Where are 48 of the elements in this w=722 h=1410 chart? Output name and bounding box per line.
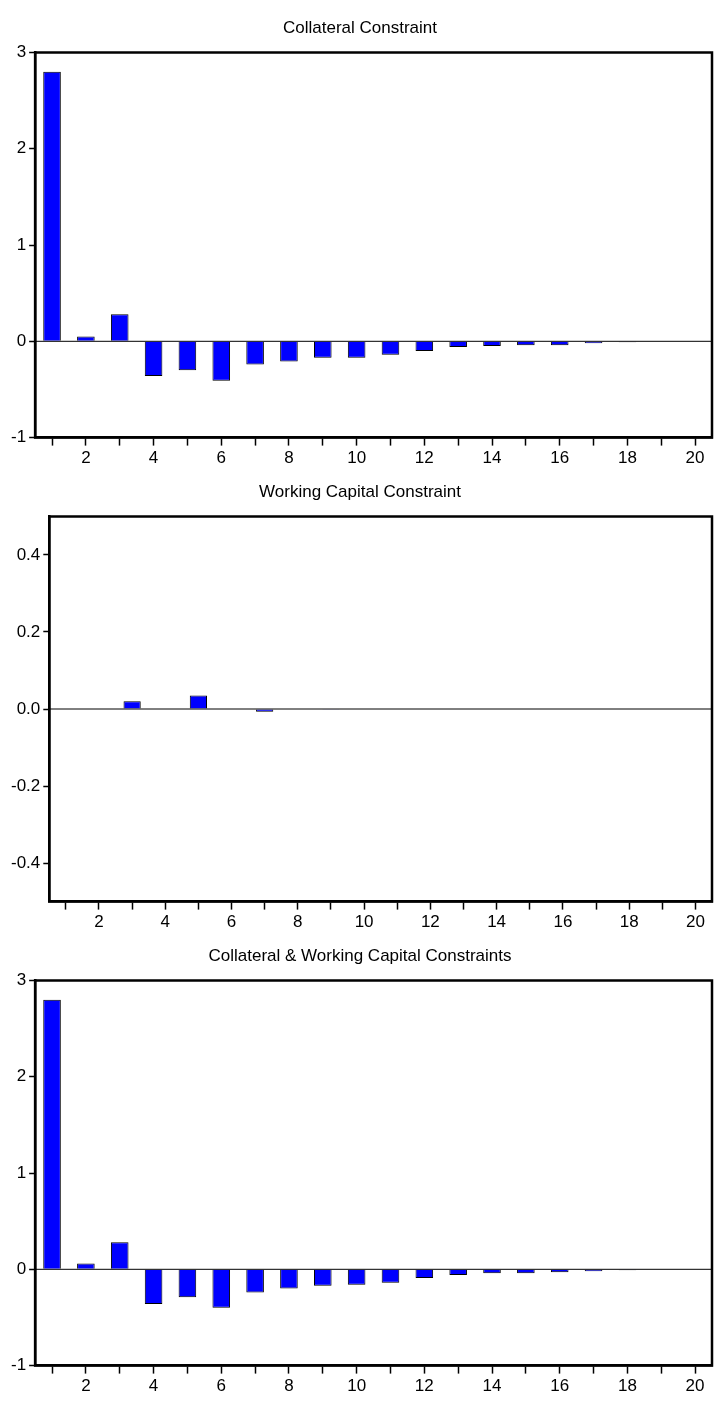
y-tick-label: -0.4 (11, 852, 41, 872)
x-tick-label: 4 (148, 448, 159, 468)
x-tick-label: 4 (160, 912, 170, 932)
x-tick-label: 20 (685, 448, 705, 468)
x-tick-label: 6 (216, 1376, 226, 1396)
y-tick-label: 0.0 (16, 698, 41, 718)
y-tick-label: 0.4 (16, 544, 41, 564)
x-tick-label: 14 (487, 912, 507, 932)
y-tick-label: -1 (10, 1355, 27, 1375)
x-tick-label: 16 (550, 448, 570, 468)
y-tick-label: 0 (16, 330, 27, 350)
x-tick-label: 10 (347, 448, 367, 468)
y-tick-label: 1 (16, 234, 27, 254)
x-tick-label: 2 (94, 912, 104, 932)
x-tick-label: 8 (284, 448, 294, 468)
x-tick-label: 6 (226, 912, 237, 932)
x-tick-label: 2 (81, 1376, 91, 1396)
x-tick-label: 8 (293, 912, 303, 932)
x-tick-label: 2 (81, 448, 91, 468)
x-tick-label: 16 (550, 1376, 570, 1396)
x-tick-label: 6 (216, 448, 226, 468)
x-tick-label: 14 (482, 448, 502, 468)
y-tick-label: -1 (10, 427, 27, 447)
y-tick-label: -0.2 (11, 775, 41, 795)
x-tick-label: 12 (420, 912, 440, 932)
x-tick-label: 20 (685, 1376, 705, 1396)
x-tick-label: 8 (284, 1376, 294, 1396)
y-tick-label: 0.2 (16, 621, 41, 641)
x-tick-label: 12 (414, 1376, 434, 1396)
x-tick-label: 18 (619, 912, 639, 932)
y-tick-label: 3 (16, 42, 27, 62)
y-tick-label: 3 (16, 970, 27, 990)
x-tick-label: 18 (617, 1376, 637, 1396)
y-tick-label: 1 (16, 1162, 27, 1182)
chart-title: Collateral Constraint (282, 17, 438, 37)
y-tick-label: 0 (16, 1258, 27, 1278)
x-tick-label: 12 (414, 448, 434, 468)
chart-title: Working Capital Constraint (259, 481, 462, 501)
x-tick-label: 20 (685, 912, 705, 932)
chart-title: Collateral & Working Capital Constraints (208, 945, 512, 965)
x-tick-label: 18 (617, 448, 637, 468)
x-tick-label: 10 (354, 912, 374, 932)
x-tick-label: 16 (553, 912, 573, 932)
y-tick-label: 2 (16, 138, 27, 158)
x-tick-label: 14 (482, 1376, 502, 1396)
y-tick-label: 2 (16, 1066, 27, 1086)
x-tick-label: 10 (347, 1376, 367, 1396)
x-tick-label: 4 (148, 1376, 159, 1396)
